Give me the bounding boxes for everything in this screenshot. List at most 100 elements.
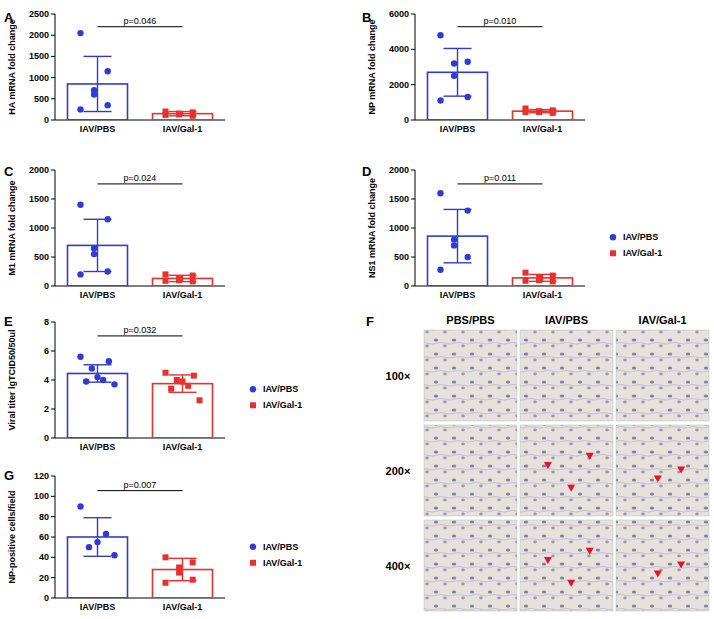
category-label: IAV/PBS <box>80 442 115 452</box>
data-point <box>190 113 196 119</box>
data-point <box>451 236 457 242</box>
data-point <box>91 251 97 257</box>
error-cap <box>444 262 472 263</box>
legend-label: IAV/Gal-1 <box>623 248 662 258</box>
chart-panel: CM1 mRNA fold change0500100015002000IAV/… <box>4 164 225 300</box>
data-point <box>190 559 196 565</box>
data-point <box>163 278 169 284</box>
y-tick-label: 1000 <box>29 73 49 83</box>
error-cap <box>169 558 197 559</box>
y-tick-label: 8 <box>44 317 49 327</box>
y-tick <box>411 199 415 200</box>
data-point <box>77 30 83 36</box>
y-tick-label: 2000 <box>389 80 409 90</box>
arrowhead <box>586 548 594 555</box>
data-point <box>190 278 196 284</box>
y-tick <box>51 557 55 558</box>
p-value: p=0.007 <box>124 480 157 490</box>
chart-panel: AHA mRNA fold change05001000150020002500… <box>4 9 225 134</box>
data-point <box>191 373 197 379</box>
data-point <box>163 580 169 586</box>
panel-label: C <box>4 164 14 179</box>
legend-marker <box>610 234 616 240</box>
arrowhead <box>677 562 685 569</box>
data-point <box>523 278 529 284</box>
category-label: IAV/PBS <box>80 124 115 134</box>
error-bar <box>444 48 472 96</box>
micrograph <box>520 520 613 611</box>
y-tick <box>51 228 55 229</box>
data-point <box>176 570 182 576</box>
micrograph <box>424 425 517 516</box>
y-axis-label: HA mRNA fold change <box>7 19 17 114</box>
data-point <box>77 354 83 360</box>
data-point <box>536 109 542 115</box>
data-point <box>77 202 83 208</box>
data-point <box>536 277 542 283</box>
category-label: IAV/PBS <box>440 290 475 300</box>
micrograph <box>616 330 709 421</box>
column-header: IAV/PBS <box>545 314 588 326</box>
data-point <box>550 273 556 279</box>
data-point <box>465 254 471 260</box>
data-point <box>100 377 106 383</box>
category-label: IAV/Gal-1 <box>163 124 202 134</box>
p-value: p=0.010 <box>484 16 517 26</box>
error-line <box>97 56 98 111</box>
y-axis <box>415 170 416 286</box>
y-tick-label: 2000 <box>29 30 49 40</box>
y-tick <box>51 438 55 439</box>
significance-line <box>98 490 183 491</box>
y-tick-label: 500 <box>34 252 49 262</box>
y-tick <box>51 56 55 57</box>
data-point <box>437 190 443 196</box>
error-cap <box>84 364 112 365</box>
error-line <box>457 209 458 262</box>
data-point <box>105 216 111 222</box>
bar <box>153 384 213 438</box>
legend-label: IAV/PBS <box>263 384 298 394</box>
y-tick <box>51 577 55 578</box>
legend-label: IAV/Gal-1 <box>263 400 302 410</box>
row-label: 100× <box>386 370 411 382</box>
arrowhead <box>654 571 662 578</box>
data-point <box>550 110 556 116</box>
significance-line <box>458 183 543 184</box>
y-tick-label: 2000 <box>389 165 409 175</box>
category-label: IAV/Gal-1 <box>523 290 562 300</box>
data-point <box>180 378 186 384</box>
category-label: IAV/PBS <box>80 602 115 612</box>
y-tick-label: 4 <box>44 375 49 385</box>
marks <box>68 30 213 120</box>
data-point <box>451 242 457 248</box>
significance-line <box>98 26 183 27</box>
arrowhead <box>544 462 552 469</box>
y-tick-label: 0 <box>44 281 49 291</box>
image-panel: FPBS/PBSIAV/PBSIAV/Gal-1100×200×400× <box>366 314 709 611</box>
data-point <box>185 383 191 389</box>
y-tick-label: 0 <box>404 115 409 125</box>
y-tick <box>51 516 55 517</box>
category-label: IAV/PBS <box>80 290 115 300</box>
y-tick-label: 6000 <box>389 9 409 19</box>
data-point <box>77 271 83 277</box>
y-axis <box>415 14 416 120</box>
legend-label: IAV/Gal-1 <box>263 558 302 568</box>
y-tick-label: 0 <box>404 281 409 291</box>
y-tick-label: 1000 <box>389 223 409 233</box>
data-point <box>168 386 174 392</box>
marks <box>68 354 213 438</box>
y-tick <box>411 228 415 229</box>
data-point <box>91 245 97 251</box>
data-point <box>451 60 457 66</box>
p-value: p=0.011 <box>484 173 516 183</box>
y-tick-label: 2500 <box>29 9 49 19</box>
arrowhead <box>654 476 662 483</box>
data-point <box>174 377 180 383</box>
legend-marker <box>250 560 256 566</box>
legend-marker <box>610 250 616 256</box>
y-tick <box>51 476 55 477</box>
error-cap <box>84 56 112 57</box>
category-label: IAV/Gal-1 <box>523 124 562 134</box>
data-point <box>523 109 529 115</box>
